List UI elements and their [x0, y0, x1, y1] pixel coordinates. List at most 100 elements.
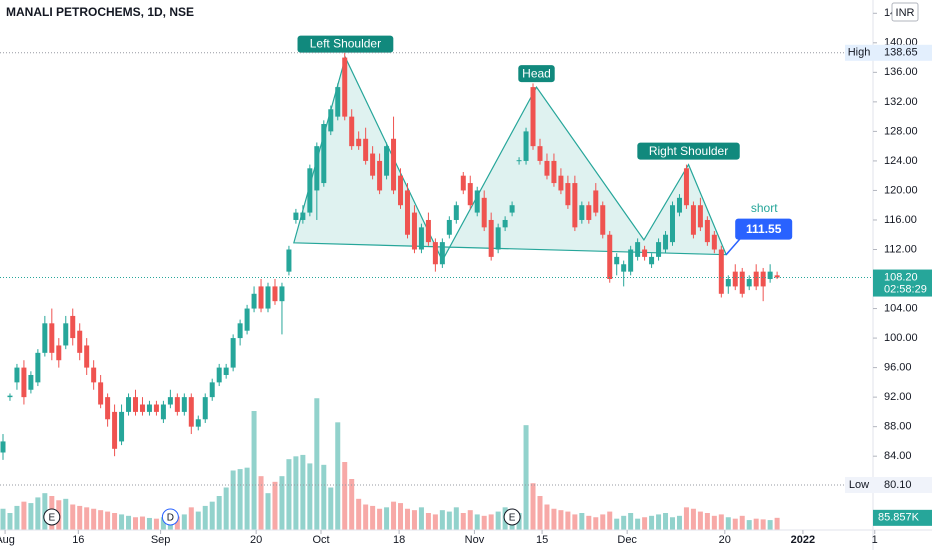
volume-bar	[63, 498, 69, 530]
volume-bar	[683, 507, 689, 530]
volume-bar	[767, 520, 773, 530]
high-name: High	[848, 47, 871, 59]
candle-body	[188, 397, 194, 427]
candle-body	[551, 160, 557, 184]
volume-bar	[746, 520, 752, 530]
volume-bar	[384, 507, 390, 530]
volume-bar	[593, 517, 599, 530]
candle-body	[398, 175, 404, 206]
high-name-box	[845, 44, 873, 61]
pattern-label-box	[297, 35, 394, 53]
candle-body	[139, 404, 145, 412]
volume-bar	[321, 464, 327, 530]
volume-bar	[160, 517, 166, 530]
high-price: 138.65	[884, 47, 918, 59]
pattern-label-box	[518, 65, 555, 83]
candle-body	[593, 190, 599, 213]
volume-bar	[307, 463, 313, 530]
y-tick-label: 104.00	[884, 302, 918, 314]
candle-body	[774, 275, 780, 278]
candle-body	[119, 411, 125, 442]
candle-body	[7, 395, 13, 398]
candle-body	[579, 205, 585, 220]
candle-body	[460, 175, 466, 191]
candle-body	[49, 323, 55, 353]
candle-body	[642, 249, 648, 257]
x-tick-label: 20	[250, 534, 262, 546]
pattern-layer	[293, 55, 728, 262]
volume-bar	[481, 515, 487, 530]
candle-body	[432, 242, 438, 265]
volume-bar	[286, 459, 292, 530]
y-tick-label: 124.00	[884, 155, 918, 167]
candle-body	[349, 116, 355, 147]
volume-bar	[572, 514, 578, 530]
y-tick-label: 136.00	[884, 66, 918, 78]
volume-bar	[91, 508, 97, 530]
volume-bar	[446, 511, 452, 530]
volume-bar	[188, 507, 194, 530]
y-tick-label: 84.00	[884, 450, 912, 462]
volume-bar	[363, 504, 369, 530]
volume-bar	[35, 497, 41, 530]
volume-bar	[70, 504, 76, 530]
candle-body	[614, 256, 620, 265]
volume-bar	[314, 398, 320, 530]
candle-body	[572, 183, 578, 228]
candle-body	[307, 168, 313, 213]
candle-body	[767, 271, 773, 280]
volume-bar	[579, 513, 585, 530]
last-price-box	[873, 269, 932, 297]
volume-bar	[223, 487, 229, 530]
candle-body	[63, 323, 69, 346]
volume-bar	[391, 501, 397, 530]
candle-body	[607, 234, 613, 280]
y-tick-label: 88.00	[884, 421, 912, 433]
y-tick-label: 100.00	[884, 332, 918, 344]
candle-body	[439, 242, 445, 265]
candle-body	[621, 264, 627, 272]
volume-bar	[342, 462, 348, 530]
candle-body	[146, 404, 152, 412]
countdown: 02:58:29	[884, 283, 927, 295]
volume-bar	[753, 518, 759, 530]
volume-bar	[614, 518, 620, 530]
candle-body	[530, 87, 536, 147]
candle-body	[516, 160, 522, 162]
candle-body	[502, 219, 508, 228]
volume-bar	[704, 513, 710, 530]
candle-body	[370, 153, 376, 176]
volume-bar	[432, 514, 438, 530]
volume-bar	[474, 514, 480, 530]
event-marker	[43, 508, 61, 526]
volume-bar	[42, 493, 48, 530]
y-tick-label: 116.00	[884, 214, 917, 226]
candle-body	[488, 219, 494, 257]
candle-body	[558, 175, 564, 191]
candle-body	[628, 249, 634, 272]
event-marker	[503, 508, 521, 526]
candle-body	[718, 249, 724, 294]
volume-bar	[418, 507, 424, 530]
candle-body	[98, 382, 104, 405]
pattern-label: Head	[522, 66, 551, 80]
candle-body	[14, 367, 20, 383]
volume-bar	[279, 476, 285, 530]
candle-body	[711, 234, 717, 250]
last-volume: 85.857K	[878, 512, 920, 524]
candle-body	[467, 183, 473, 206]
volume-bar	[732, 518, 738, 530]
candle-body	[411, 212, 417, 250]
volume-bar	[209, 501, 215, 530]
volume-bar	[537, 496, 543, 530]
candle-body	[56, 345, 62, 361]
candle-body	[42, 323, 48, 353]
volume-bar	[133, 517, 139, 530]
volume-bar	[439, 510, 445, 530]
volume-bar	[77, 505, 83, 530]
currency: INR	[896, 7, 915, 19]
volume-bar	[244, 467, 250, 530]
volume-bar	[356, 498, 362, 530]
